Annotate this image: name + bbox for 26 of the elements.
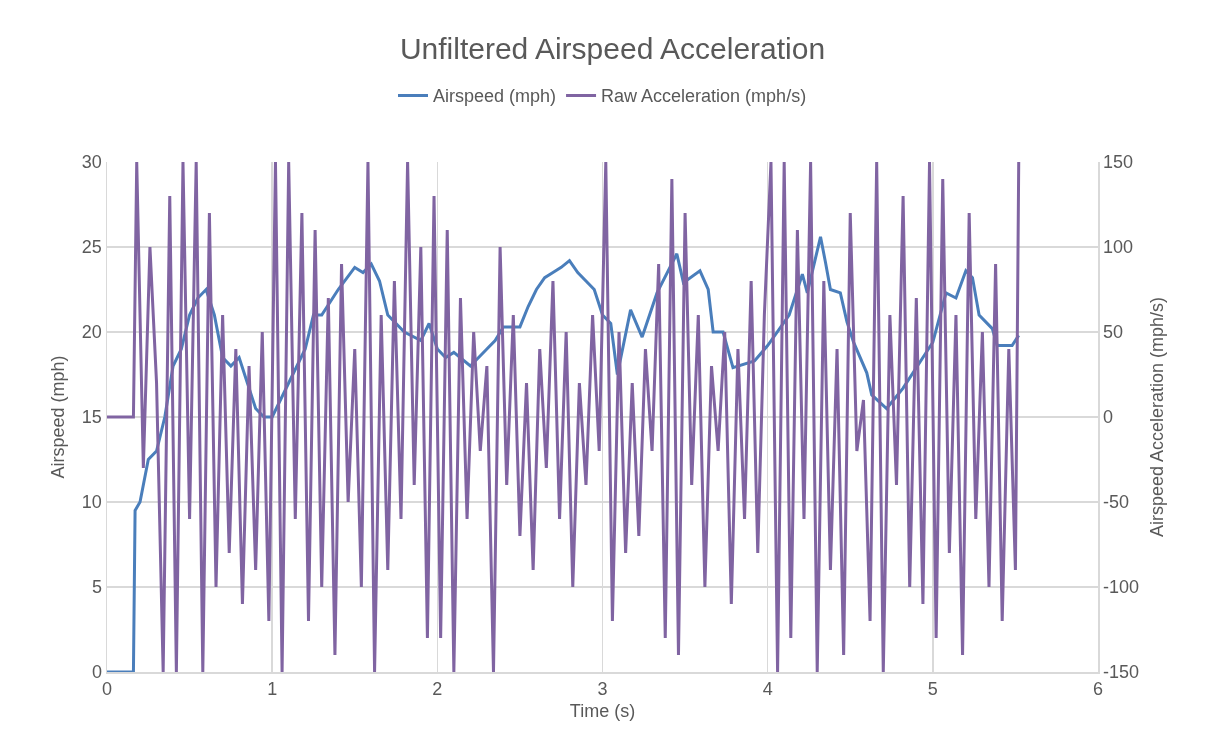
x-axis-title: Time (s)	[569, 700, 636, 721]
y-tick-label: 15	[81, 407, 102, 428]
x-tick-label: 1	[267, 679, 278, 700]
y-tick-label: 20	[81, 322, 102, 343]
x-tick-label: 5	[927, 679, 938, 700]
y-tick-label: 5	[91, 577, 102, 598]
x-tick-label: 6	[1092, 679, 1104, 700]
legend-label: Raw Acceleration (mph/s)	[601, 86, 807, 107]
y2-tick-label: 100	[1103, 237, 1134, 258]
y-tick-label: 10	[81, 492, 102, 513]
x-tick-label: 4	[762, 679, 773, 700]
y-axis-title: Airspeed (mph)	[48, 355, 69, 479]
y2-tick-label: -100	[1103, 577, 1140, 598]
y2-tick-label: 150	[1103, 152, 1134, 173]
y2-tick-label: 0	[1103, 407, 1114, 428]
y2-tick-label: -150	[1103, 662, 1140, 683]
y-tick-label: 0	[91, 662, 102, 683]
legend-label: Airspeed (mph)	[433, 86, 557, 107]
y2-axis-title: Airspeed Acceleration (mph/s)	[1146, 296, 1167, 538]
y-tick-label: 30	[81, 152, 102, 173]
chart-title: Unfiltered Airspeed Acceleration	[399, 32, 826, 66]
y2-tick-label: -50	[1103, 492, 1130, 513]
x-tick-label: 3	[597, 679, 608, 700]
x-tick-label: 2	[432, 679, 443, 700]
y-tick-label: 25	[81, 237, 102, 258]
y2-tick-label: 50	[1103, 322, 1124, 343]
